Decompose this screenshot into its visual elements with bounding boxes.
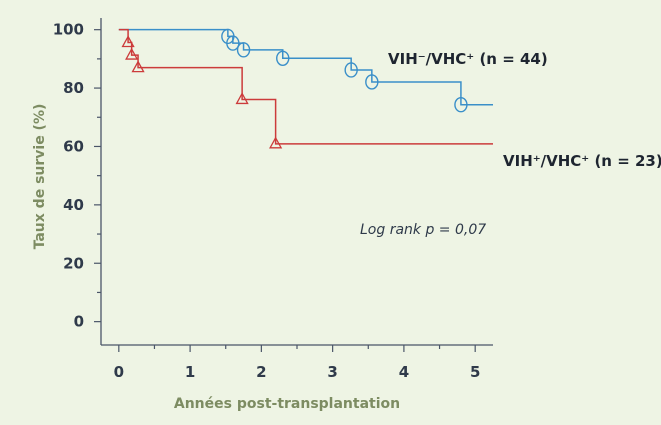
censor-circle-marker [276, 50, 290, 66]
censor-circle-marker [365, 74, 379, 90]
axes: 0 20 40 60 80 100 0 1 2 3 4 5 [53, 18, 493, 381]
censor-triangle-marker [235, 92, 249, 105]
x-axis-title: Années post-transplantation [174, 396, 400, 412]
x-tick-label: 0 [114, 363, 124, 381]
y-tick-label: 20 [63, 254, 84, 272]
censor-circle-marker [226, 35, 240, 51]
x-tick-label: 5 [470, 363, 480, 381]
y-axis-title: Taux de survie (%) [32, 104, 48, 250]
censor-triangle-marker [125, 47, 139, 60]
series-layer [118, 28, 493, 149]
censor-circle-marker [236, 42, 251, 58]
y-tick-label: 80 [63, 79, 84, 97]
series-label-vih-neg: VIH⁻/VHC⁺ (n = 44) [388, 50, 548, 68]
series-1 [118, 28, 493, 149]
series-label-vih-pos: VIH⁺/VHC⁺ (n = 23) [503, 152, 661, 170]
censor-circle-marker [454, 97, 468, 113]
x-tick-label: 3 [327, 363, 337, 381]
y-tick-label: 0 [74, 313, 84, 331]
x-tick-label: 2 [256, 363, 266, 381]
censor-triangle-marker [121, 35, 135, 48]
censor-triangle-marker [269, 136, 283, 149]
y-tick-label: 60 [63, 137, 84, 155]
series-line [118, 28, 493, 145]
series-0 [118, 28, 493, 113]
censor-circle-marker [344, 62, 358, 78]
x-tick-label: 1 [185, 363, 195, 381]
x-tick-label: 4 [399, 363, 409, 381]
log-rank-annotation: Log rank p = 0,07 [360, 222, 486, 238]
y-tick-label: 40 [63, 196, 84, 214]
y-tick-label: 100 [53, 21, 84, 39]
censor-triangle-marker [131, 60, 145, 73]
